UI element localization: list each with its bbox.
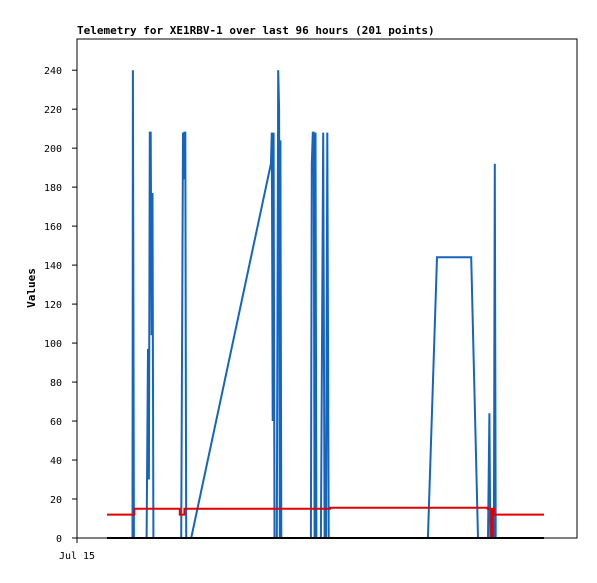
- y-tick-label-120: 120: [44, 300, 62, 311]
- y-tick-label-80: 80: [50, 378, 62, 389]
- y-tick-label-240: 240: [44, 66, 62, 77]
- series-line-3: [107, 506, 544, 538]
- y-axis: 0 20 40 60 80 100 120 140 160 180 200 220 240: [44, 66, 77, 545]
- y-tick-label-0: 0: [56, 534, 62, 545]
- chart-title: Telemetry for XE1RBV-1 over last 96 hour…: [77, 24, 435, 37]
- y-tick-label-140: 140: [44, 261, 62, 272]
- y-tick-label-160: 160: [44, 222, 62, 233]
- y-tick-label-40: 40: [50, 456, 62, 467]
- y-tick-label-100: 100: [44, 339, 62, 350]
- y-axis-label: Values: [25, 268, 38, 308]
- y-tick-label-200: 200: [44, 144, 62, 155]
- x-tick-label-0: Jul 15: [59, 551, 95, 562]
- series-layer: [107, 70, 544, 539]
- y-tick-label-60: 60: [50, 417, 62, 428]
- y-tick-label-180: 180: [44, 183, 62, 194]
- series-line-2: [426, 256, 479, 539]
- y-tick-label-220: 220: [44, 105, 62, 116]
- x-axis: Jul 15: [59, 538, 95, 562]
- y-tick-label-20: 20: [50, 495, 62, 506]
